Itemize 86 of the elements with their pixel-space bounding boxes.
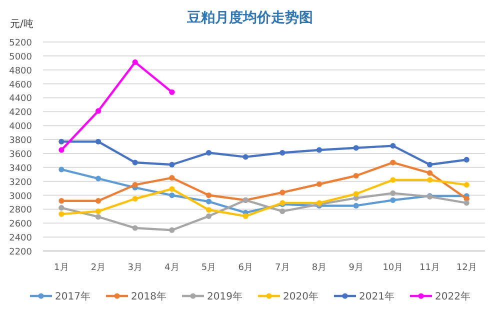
point [95, 108, 102, 114]
point [390, 177, 396, 183]
point [426, 162, 433, 168]
x-tick-label: 4月 [164, 263, 180, 273]
y-tick-label: 4200 [9, 108, 32, 118]
x-tick-label: 9月 [348, 263, 364, 273]
point [353, 191, 359, 197]
y-tick-label: 3800 [9, 136, 32, 146]
point [316, 147, 322, 153]
x-tick-label: 3月 [128, 263, 142, 273]
point [169, 192, 175, 198]
legend-label: 2020年 [283, 290, 318, 302]
point [58, 138, 64, 144]
chart-title: 豆粕月度均价走势图 [186, 9, 313, 26]
x-tick-label: 5月 [201, 263, 216, 273]
point [206, 192, 212, 198]
y-tick-label: 2800 [9, 206, 32, 216]
y-tick-label: 2400 [9, 234, 32, 244]
point [242, 154, 248, 160]
y-tick-label: 5200 [9, 38, 32, 48]
x-tick-label: 1月 [54, 263, 69, 273]
point [58, 147, 64, 153]
point [390, 190, 396, 196]
point [95, 176, 102, 182]
point [58, 166, 64, 172]
y-axis-title: 元/吨 [10, 18, 34, 30]
x-tick-label: 7月 [275, 263, 290, 273]
point [169, 175, 175, 181]
point [353, 202, 359, 209]
point [95, 214, 102, 220]
point [464, 182, 470, 188]
x-tick-label: 10月 [382, 263, 404, 273]
x-tick-label: 6月 [238, 263, 253, 273]
point [169, 162, 175, 168]
legend-label: 2021年 [359, 290, 394, 302]
point [280, 190, 286, 196]
point [95, 198, 102, 204]
legend-label: 2017年 [55, 290, 90, 302]
x-tick-label: 11月 [420, 263, 440, 273]
point [390, 197, 396, 203]
y-tick-label: 3600 [9, 150, 32, 160]
point [95, 138, 102, 144]
point [280, 208, 286, 214]
legend-label: 2019年 [207, 290, 242, 302]
y-tick-label: 4000 [9, 122, 32, 132]
y-tick-label: 3400 [9, 164, 32, 174]
y-tick-label: 4400 [9, 94, 32, 104]
point [353, 145, 359, 151]
x-tick-label: 12月 [456, 263, 477, 273]
point [58, 205, 64, 211]
point [132, 160, 138, 166]
point [132, 225, 138, 231]
y-tick-label: 2200 [9, 248, 32, 258]
point [58, 211, 64, 217]
point [390, 143, 396, 149]
x-tick-label: 2月 [90, 263, 106, 273]
point [95, 208, 102, 214]
point [206, 207, 212, 213]
y-tick-label: 3200 [9, 178, 32, 188]
point [464, 200, 470, 206]
point [58, 198, 64, 204]
point [464, 156, 470, 163]
y-tick-label: 4600 [9, 80, 32, 90]
point [353, 172, 359, 179]
point [132, 182, 138, 188]
point [169, 186, 175, 192]
point [426, 177, 433, 183]
y-tick-label: 2600 [9, 220, 32, 230]
legend-label: 2018年 [131, 290, 166, 302]
point [206, 150, 212, 156]
x-tick-label: 8月 [312, 263, 327, 273]
point [390, 160, 396, 166]
point [242, 213, 248, 219]
y-tick-label: 4800 [9, 66, 32, 76]
point [132, 59, 138, 66]
point [316, 181, 322, 187]
y-tick-label: 5000 [9, 52, 32, 62]
point [169, 89, 175, 95]
point [206, 198, 212, 204]
y-tick-label: 3000 [9, 192, 32, 202]
point [206, 213, 212, 219]
point [280, 150, 286, 156]
point [169, 227, 175, 233]
legend-label: 2022年 [435, 290, 470, 302]
point [426, 170, 433, 176]
point [132, 196, 138, 202]
